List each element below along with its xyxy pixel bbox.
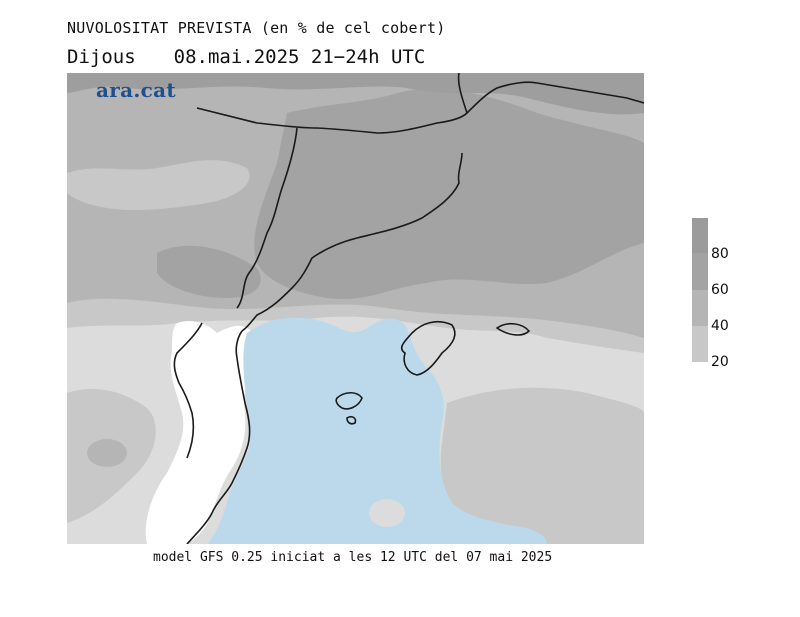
ibiza-island — [335, 391, 363, 410]
legend-label-40: 40 — [711, 318, 729, 334]
cloud-patch-dark-west — [87, 439, 127, 467]
catalonia-aragon-border — [236, 127, 298, 309]
valencia-coast — [186, 330, 251, 544]
cloud-layer-80 — [254, 89, 644, 300]
clear-land — [145, 321, 259, 544]
cloud-patch-40-east — [440, 387, 644, 544]
model-info: model GFS 0.25 iniciat a les 12 UTC del … — [153, 550, 553, 565]
borders — [173, 73, 644, 544]
cloud-cover-map — [67, 73, 644, 544]
legend-swatch-80 — [692, 253, 708, 290]
valencia-inland-border — [173, 322, 203, 459]
forecast-time: 08.mai.2025 21−24h UTC — [173, 46, 426, 68]
forecast-day: Dijous — [67, 46, 136, 68]
france-spain-border — [196, 81, 538, 134]
legend-label-80: 80 — [711, 246, 729, 262]
ara-cat-logo: ara.cat — [96, 78, 176, 102]
forecast-datetime: Dijous 08.mai.2025 21−24h UTC — [67, 46, 425, 68]
france-border-north — [457, 73, 468, 114]
legend-label-20: 20 — [711, 354, 729, 370]
cloud-layer-80-top — [67, 73, 644, 115]
clear-sea — [207, 317, 547, 544]
france-border-east — [536, 82, 644, 104]
map-title: NUVOLOSITAT PREVISTA (en % de cel cobert… — [67, 19, 446, 37]
catalonia-coast — [241, 152, 463, 332]
menorca-island — [495, 322, 531, 336]
legend-swatch-top — [692, 218, 708, 253]
cloud-layer-80-west — [157, 245, 261, 298]
formentera-island — [346, 416, 357, 425]
legend-label-60: 60 — [711, 282, 729, 298]
cloud-cover-legend: 80 60 40 20 — [692, 218, 752, 370]
legend-swatch-40 — [692, 326, 708, 362]
map-canvas — [67, 73, 644, 544]
mallorca-island — [400, 321, 456, 376]
legend-swatch-60 — [692, 290, 708, 326]
clear-sea-gap — [369, 499, 405, 527]
cloud-layer-40-nw — [67, 160, 250, 211]
